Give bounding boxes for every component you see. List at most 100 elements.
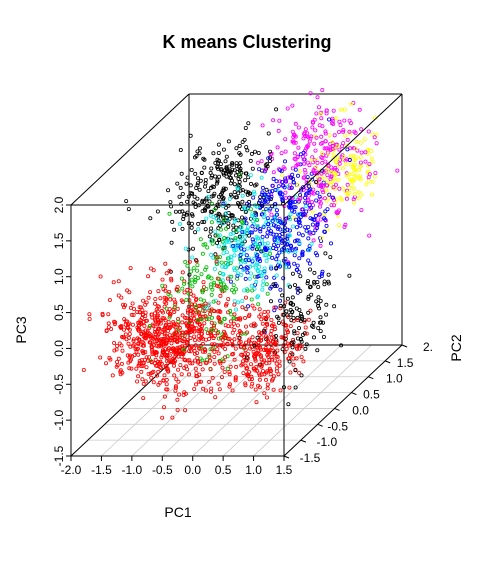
y-tick-mark [283,455,290,459]
data-point [274,257,279,262]
data-point [317,194,322,199]
data-point [200,308,205,313]
data-point [306,294,311,299]
data-point [245,288,250,293]
data-point [226,260,231,265]
data-point [141,381,146,386]
data-point [236,183,241,188]
data-point [336,129,341,134]
data-point [161,405,166,410]
data-point [262,200,267,205]
data-point [349,182,354,187]
data-point [284,216,289,221]
x-axis-label: PC1 [164,504,191,520]
data-point [288,243,293,248]
data-point [320,188,325,193]
data-point [306,296,311,301]
data-point [304,331,309,336]
data-point [175,407,180,412]
data-point [216,300,221,305]
data-point [208,282,213,287]
data-point [148,216,153,221]
data-point [278,192,283,197]
data-point [152,301,157,306]
data-point [159,342,164,347]
data-point [221,251,226,256]
data-point [216,336,221,341]
data-point [292,209,297,214]
data-point [253,356,258,361]
y-tick-label: 0.5 [363,388,380,402]
data-point [312,141,317,146]
data-point [263,346,268,351]
data-point [217,387,222,392]
data-point [234,161,239,166]
data-point [230,330,235,335]
data-point [245,246,250,251]
data-point [262,169,267,174]
data-point [255,252,260,257]
data-point [245,365,250,370]
data-point [370,132,375,137]
data-point [207,199,212,204]
data-point [223,265,228,270]
data-point [123,303,128,308]
data-point [171,359,176,364]
data-point [326,272,331,277]
data-point [229,324,234,329]
data-point [357,107,362,112]
data-point [304,342,309,347]
data-point [245,351,250,356]
data-point [285,296,290,301]
data-point [152,339,157,344]
data-point [217,359,222,364]
data-point [193,366,198,371]
data-point [171,363,176,368]
data-point [254,364,259,369]
data-point [231,231,236,236]
data-point [209,315,214,320]
data-point [212,309,217,314]
data-point [307,178,312,183]
data-point [313,225,318,230]
data-point [233,173,238,178]
data-point [327,117,332,122]
y-tick-label: 0.0 [352,403,369,417]
data-point [188,288,193,293]
data-point [277,264,282,269]
data-point [155,322,160,327]
data-point [295,331,300,336]
data-point [278,388,283,393]
data-point [215,177,220,182]
data-point [294,306,299,311]
data-point [353,146,358,151]
data-point [270,183,275,188]
data-point [234,229,239,234]
data-point [235,323,240,328]
data-point [303,170,308,175]
data-point [250,237,255,242]
data-point [194,259,199,264]
data-point [280,179,285,184]
data-point [244,330,249,335]
data-point [281,343,286,348]
data-point [296,343,301,348]
data-point [301,359,306,364]
data-point [174,347,179,352]
data-point [215,179,220,184]
data-point [288,370,293,375]
data-point [217,254,222,259]
data-point [180,313,185,318]
data-point [176,316,181,321]
data-point [192,338,197,343]
data-point [149,375,154,380]
data-point [233,244,238,249]
data-point [195,374,200,379]
data-point [186,221,191,226]
data-point [256,244,261,249]
data-point [258,312,263,317]
data-point [233,376,238,381]
data-point [245,229,250,234]
data-point [193,343,198,348]
data-point [175,284,180,289]
